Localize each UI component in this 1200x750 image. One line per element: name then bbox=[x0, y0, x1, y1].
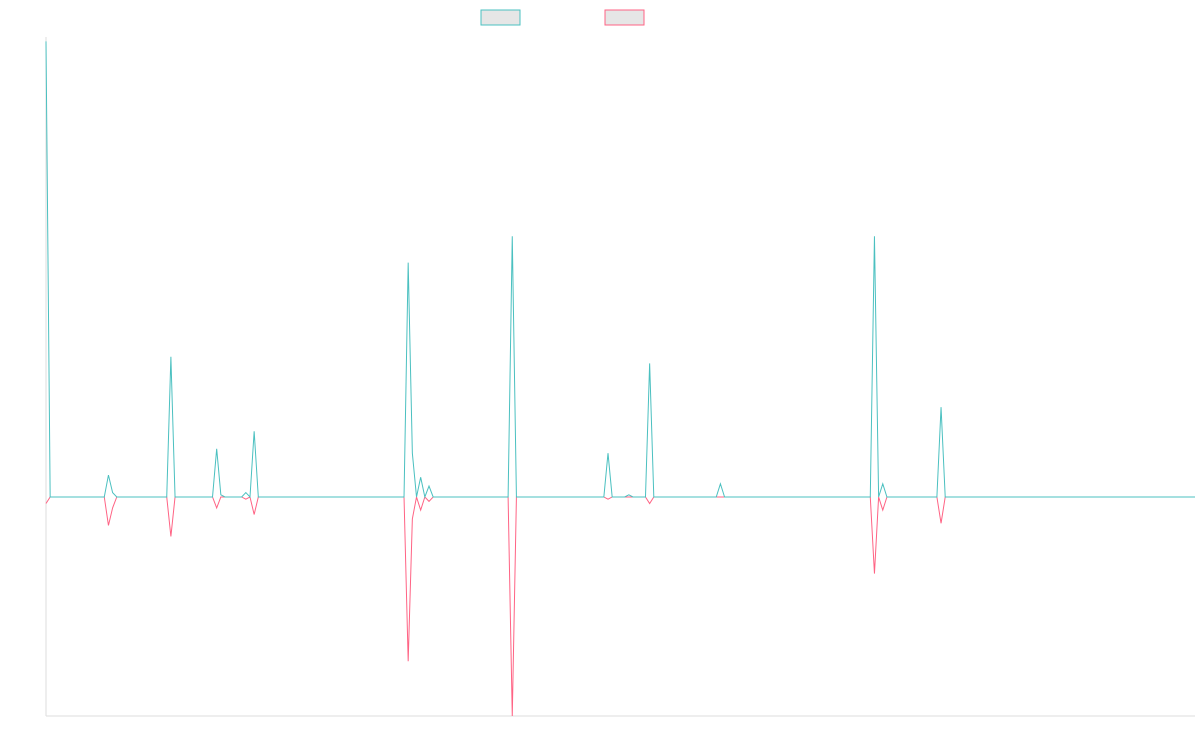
series-line-2 bbox=[45, 496, 1195, 717]
series-layer bbox=[45, 41, 1195, 717]
legend-swatch-2[interactable] bbox=[604, 9, 645, 26]
axes bbox=[45, 37, 1195, 717]
legend[interactable] bbox=[480, 9, 645, 26]
legend-swatch-1[interactable] bbox=[480, 9, 521, 26]
series-line-1 bbox=[45, 41, 1195, 499]
